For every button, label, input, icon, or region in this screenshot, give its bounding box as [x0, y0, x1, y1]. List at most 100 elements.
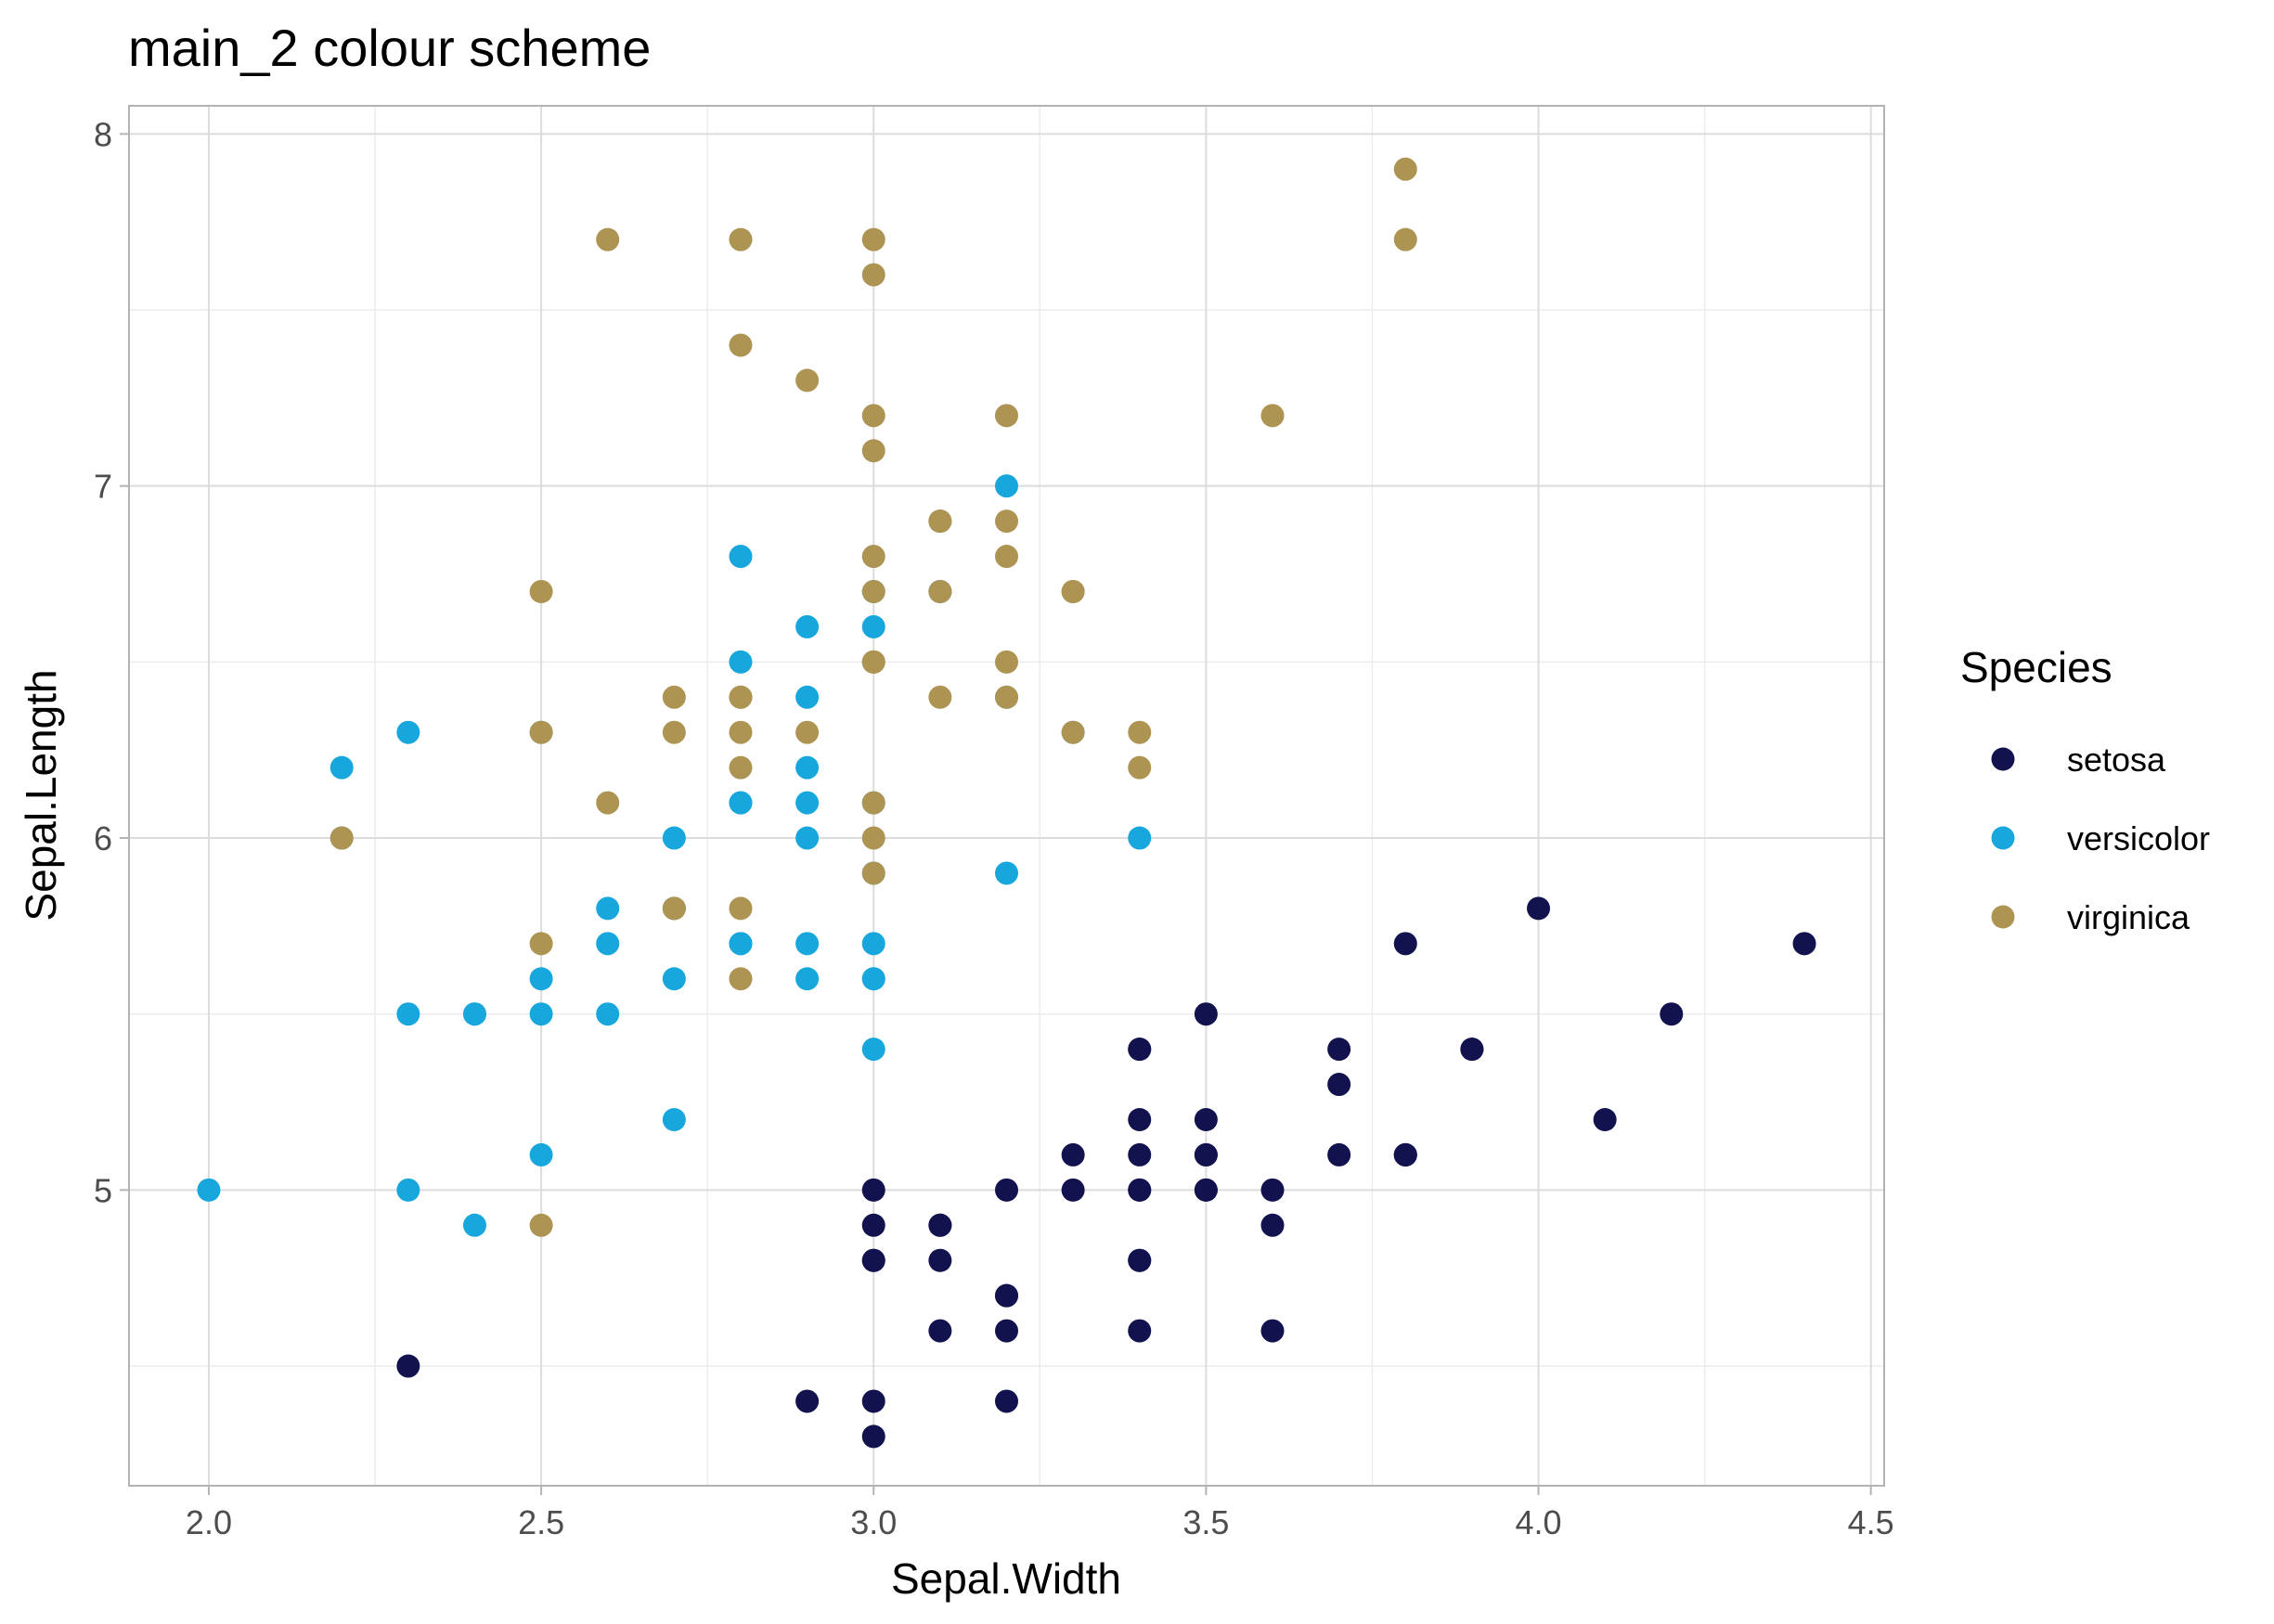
point-versicolor [529, 967, 553, 991]
point-versicolor [462, 1213, 486, 1237]
y-axis-title: Sepal.Length [17, 669, 65, 921]
legend-key-virginica [1991, 905, 2015, 929]
x-tick-label: 3.5 [1182, 1503, 1229, 1541]
legend-items: setosa versicolor virginica [1991, 741, 2210, 936]
point-versicolor [529, 1142, 553, 1166]
point-virginica [1061, 579, 1085, 603]
point-setosa [1460, 1038, 1484, 1062]
point-virginica [795, 720, 820, 744]
point-virginica [861, 545, 885, 569]
point-virginica [729, 967, 753, 991]
point-setosa [795, 1389, 820, 1413]
point-setosa [861, 1213, 885, 1237]
y-tick-label: 8 [94, 115, 112, 153]
y-tick-label: 7 [94, 468, 112, 506]
x-tick-labels: 2.0 2.5 3.0 3.5 4.0 4.5 [186, 1503, 1894, 1541]
plot-panel-border [128, 105, 1885, 1487]
point-versicolor [1128, 826, 1152, 850]
x-tick-label: 4.5 [1848, 1503, 1894, 1541]
point-versicolor [662, 967, 686, 991]
point-virginica [729, 755, 753, 780]
point-setosa [1128, 1319, 1152, 1343]
point-setosa [995, 1178, 1018, 1202]
point-virginica [1061, 720, 1085, 744]
point-virginica [1393, 227, 1417, 251]
point-versicolor [729, 650, 753, 674]
point-virginica [995, 509, 1018, 534]
point-virginica [596, 791, 620, 815]
point-setosa [1194, 1107, 1218, 1131]
legend-label-setosa: setosa [2067, 741, 2166, 779]
point-virginica [861, 826, 885, 850]
point-setosa [1061, 1178, 1085, 1202]
point-setosa [1792, 932, 1816, 956]
point-virginica [861, 227, 885, 251]
legend-label-virginica: virginica [2067, 898, 2190, 936]
legend: Species setosa versicolor virginica [1960, 643, 2210, 936]
point-virginica [861, 650, 885, 674]
y-tick-labels: 5 6 7 8 [94, 115, 112, 1209]
point-virginica [995, 650, 1018, 674]
point-virginica [861, 439, 885, 463]
point-setosa [928, 1248, 952, 1272]
axis-ticks [120, 133, 1872, 1495]
x-axis-title: Sepal.Width [891, 1554, 1121, 1603]
point-versicolor [729, 791, 753, 815]
point-versicolor [462, 1002, 486, 1026]
point-virginica [995, 404, 1018, 428]
point-setosa [1660, 1002, 1684, 1026]
legend-label-versicolor: versicolor [2067, 819, 2210, 857]
point-virginica [729, 720, 753, 744]
point-virginica [928, 685, 952, 709]
point-versicolor [197, 1178, 221, 1202]
point-setosa [1128, 1107, 1152, 1131]
point-versicolor [861, 1038, 885, 1062]
point-versicolor [729, 932, 753, 956]
point-setosa [1194, 1142, 1218, 1166]
series-setosa [396, 896, 1816, 1449]
point-versicolor [795, 755, 820, 780]
point-virginica [729, 685, 753, 709]
legend-key-versicolor [1991, 826, 2015, 850]
point-virginica [861, 404, 885, 428]
point-versicolor [795, 932, 820, 956]
point-setosa [1393, 932, 1417, 956]
point-setosa [861, 1178, 885, 1202]
point-setosa [396, 1354, 420, 1378]
point-virginica [861, 579, 885, 603]
point-setosa [995, 1389, 1018, 1413]
data-points [197, 157, 1816, 1449]
point-virginica [861, 861, 885, 885]
point-versicolor [596, 1002, 620, 1026]
y-tick-label: 5 [94, 1171, 112, 1209]
point-virginica [729, 896, 753, 921]
point-virginica [1393, 157, 1417, 181]
point-versicolor [795, 685, 820, 709]
point-versicolor [596, 932, 620, 956]
point-versicolor [396, 720, 420, 744]
point-virginica [861, 791, 885, 815]
point-virginica [529, 932, 553, 956]
point-setosa [1128, 1178, 1152, 1202]
point-virginica [662, 896, 686, 921]
point-setosa [1260, 1319, 1285, 1343]
point-versicolor [729, 545, 753, 569]
point-setosa [861, 1389, 885, 1413]
point-versicolor [861, 967, 885, 991]
point-setosa [1327, 1073, 1351, 1097]
point-setosa [1393, 1142, 1417, 1166]
point-virginica [795, 368, 820, 393]
point-virginica [928, 579, 952, 603]
point-setosa [1327, 1038, 1351, 1062]
point-versicolor [995, 474, 1018, 498]
point-virginica [995, 545, 1018, 569]
point-versicolor [596, 896, 620, 921]
point-setosa [1527, 896, 1551, 921]
point-setosa [1128, 1038, 1152, 1062]
chart-title: main_2 colour scheme [128, 19, 651, 77]
point-setosa [1327, 1142, 1351, 1166]
point-versicolor [795, 826, 820, 850]
point-virginica [1128, 720, 1152, 744]
point-setosa [1260, 1178, 1285, 1202]
